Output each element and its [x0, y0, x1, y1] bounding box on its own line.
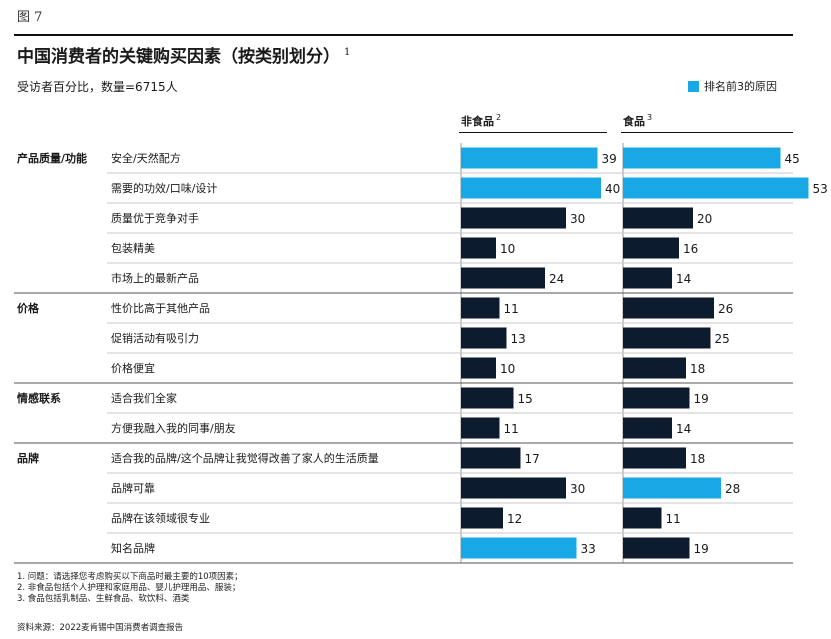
- value-label-nonfood: 40: [605, 182, 620, 196]
- row-label: 市场上的最新产品: [111, 271, 199, 285]
- row-label: 适合我们全家: [111, 391, 177, 405]
- value-label-nonfood: 30: [570, 212, 585, 226]
- value-label-nonfood: 33: [581, 542, 596, 556]
- bar-nonfood: [461, 357, 496, 379]
- bar-food: [623, 387, 690, 409]
- value-label-nonfood: 17: [525, 452, 540, 466]
- title-footnote-mark: 1: [344, 47, 351, 59]
- value-label-nonfood: 15: [518, 392, 533, 406]
- category-label: 产品质量/功能: [17, 151, 87, 165]
- column-header-rule-food: [621, 132, 793, 133]
- bar-nonfood: [461, 147, 598, 169]
- bar-food: [623, 147, 781, 169]
- row-label: 质量优于竞争对手: [111, 211, 199, 225]
- bar-nonfood: [461, 297, 500, 319]
- row-label: 品牌在该领域很专业: [111, 511, 210, 525]
- value-label-food: 14: [676, 422, 691, 436]
- row-label: 需要的功效/口味/设计: [111, 181, 217, 195]
- bar-nonfood: [461, 327, 507, 349]
- value-label-nonfood: 11: [504, 302, 519, 316]
- chart-title: 中国消费者的关键购买因素（按类别划分） 1: [17, 42, 350, 67]
- bar-food: [623, 537, 690, 559]
- bar-nonfood: [461, 477, 566, 499]
- value-label-food: 18: [690, 452, 705, 466]
- bar-food: [623, 507, 662, 529]
- bar-food: [623, 237, 679, 259]
- value-label-food: 28: [725, 482, 740, 496]
- bar-nonfood: [461, 267, 545, 289]
- value-label-nonfood: 39: [602, 152, 617, 166]
- bar-food: [623, 447, 686, 469]
- column-header-food: 食品 3: [623, 113, 652, 129]
- bar-food: [623, 207, 693, 229]
- row-label: 安全/天然配方: [111, 151, 181, 165]
- value-label-food: 25: [715, 332, 730, 346]
- column-header-nonfood: 非食品 2: [461, 113, 501, 129]
- bar-nonfood: [461, 177, 601, 199]
- bar-food: [623, 327, 711, 349]
- bar-food: [623, 267, 672, 289]
- bar-food: [623, 177, 809, 199]
- bar-food: [623, 477, 721, 499]
- value-label-food: 16: [683, 242, 698, 256]
- category-label: 品牌: [17, 451, 39, 465]
- bar-food: [623, 297, 714, 319]
- bar-nonfood: [461, 417, 500, 439]
- column-header-rule-nonfood: [459, 132, 607, 133]
- value-label-nonfood: 13: [511, 332, 526, 346]
- bar-nonfood: [461, 447, 521, 469]
- bar-food: [623, 357, 686, 379]
- footnotes: 1. 问题：请选择您考虑购买以下商品时最主要的10项因素； 2. 非食品包括个人…: [17, 572, 243, 605]
- row-label: 价格便宜: [111, 361, 155, 375]
- value-label-food: 18: [690, 362, 705, 376]
- category-label: 价格: [17, 301, 40, 315]
- value-label-nonfood: 24: [549, 272, 564, 286]
- column-header-food-note: 3: [647, 113, 653, 123]
- bar-nonfood: [461, 387, 514, 409]
- bar-nonfood: [461, 537, 577, 559]
- footnote-2: 2. 非食品包括个人护理和家庭用品、婴儿护理用品、服装；: [17, 583, 241, 593]
- chart-title-text: 中国消费者的关键购买因素（按类别划分）: [17, 47, 340, 67]
- value-label-food: 19: [694, 392, 709, 406]
- row-label: 品牌可靠: [111, 481, 155, 495]
- value-label-nonfood: 10: [500, 242, 515, 256]
- value-label-nonfood: 10: [500, 362, 515, 376]
- row-label: 知名品牌: [111, 541, 155, 555]
- value-label-food: 53: [813, 182, 828, 196]
- bar-food: [623, 417, 672, 439]
- value-label-food: 19: [694, 542, 709, 556]
- value-label-food: 45: [785, 152, 800, 166]
- source-note: 资料来源：2022麦肯锡中国消费者调查报告: [17, 623, 184, 633]
- bar-nonfood: [461, 507, 503, 529]
- bar-nonfood: [461, 237, 496, 259]
- column-header-nonfood-note: 2: [496, 113, 502, 123]
- value-label-food: 11: [666, 512, 681, 526]
- bar-nonfood: [461, 207, 566, 229]
- column-header-nonfood-label: 非食品: [461, 115, 494, 128]
- category-label: 情感联系: [17, 391, 61, 405]
- value-label-food: 14: [676, 272, 691, 286]
- value-label-food: 26: [718, 302, 733, 316]
- legend-label: 排名前3的原因: [704, 80, 777, 93]
- footnote-3: 3. 食品包括乳制品、生鲜食品、软饮料、酒类: [17, 594, 190, 604]
- row-label: 性价比高于其他产品: [111, 301, 210, 315]
- value-label-nonfood: 11: [504, 422, 519, 436]
- top-rule: [14, 34, 793, 36]
- value-label-nonfood: 12: [507, 512, 522, 526]
- column-header-food-label: 食品: [623, 115, 645, 128]
- row-label: 促销活动有吸引力: [111, 331, 199, 345]
- legend-swatch: [688, 80, 699, 92]
- value-label-food: 20: [697, 212, 712, 226]
- figure-label: 图 7: [17, 10, 43, 25]
- chart-subtitle: 受访者百分比，数量=6715人: [17, 80, 178, 94]
- row-label: 方便我融入我的同事/朋友: [111, 421, 236, 435]
- value-label-nonfood: 30: [570, 482, 585, 496]
- row-label: 包装精美: [111, 242, 155, 255]
- footnote-1: 1. 问题：请选择您考虑购买以下商品时最主要的10项因素；: [17, 572, 243, 582]
- legend: 排名前3的原因: [688, 78, 777, 94]
- row-label: 适合我的品牌/这个品牌让我觉得改善了家人的生活质量: [111, 451, 379, 465]
